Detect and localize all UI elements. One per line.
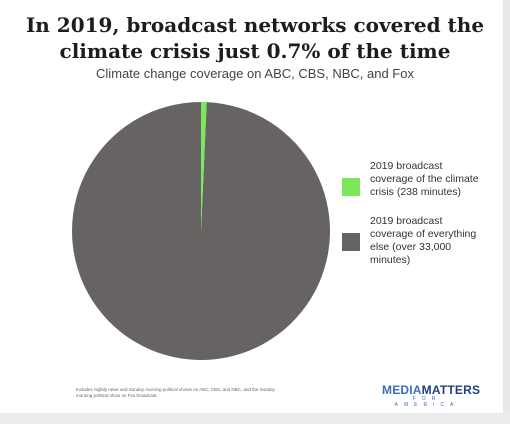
legend-label-everything-else: 2019 broadcast coverage of everything el… [370, 215, 477, 266]
legend-item-everything-else: 2019 broadcast coverage of everything el… [342, 215, 482, 267]
legend-item-climate: 2019 broadcast coverage of the climate c… [342, 160, 482, 199]
chart-subtitle: Climate change coverage on ABC, CBS, NBC… [96, 66, 414, 81]
legend-swatch-climate [342, 178, 360, 196]
legend-swatch-everything-else [342, 233, 360, 251]
logo-word-matters: MATTERS [421, 383, 481, 397]
chart-title: In 2019, broadcast networks covered the … [25, 13, 485, 63]
logo-tagline: FOR AMERICA [394, 396, 460, 408]
logo-word-media: MEDIA [382, 383, 422, 397]
page-bottom-strip [0, 413, 510, 424]
media-matters-logo: MEDIAMATTERS FOR AMERICA [382, 383, 480, 408]
page-gutter [503, 0, 510, 424]
legend: 2019 broadcast coverage of the climate c… [342, 160, 482, 283]
pie-slice-climate [201, 102, 207, 231]
legend-label-climate: 2019 broadcast coverage of the climate c… [370, 160, 479, 198]
pie-slice-everything-else [71, 102, 330, 360]
pie-chart [71, 102, 330, 360]
logo-wordmark: MEDIAMATTERS [382, 383, 480, 397]
footnote: Includes nightly news and Sunday morning… [76, 387, 275, 398]
